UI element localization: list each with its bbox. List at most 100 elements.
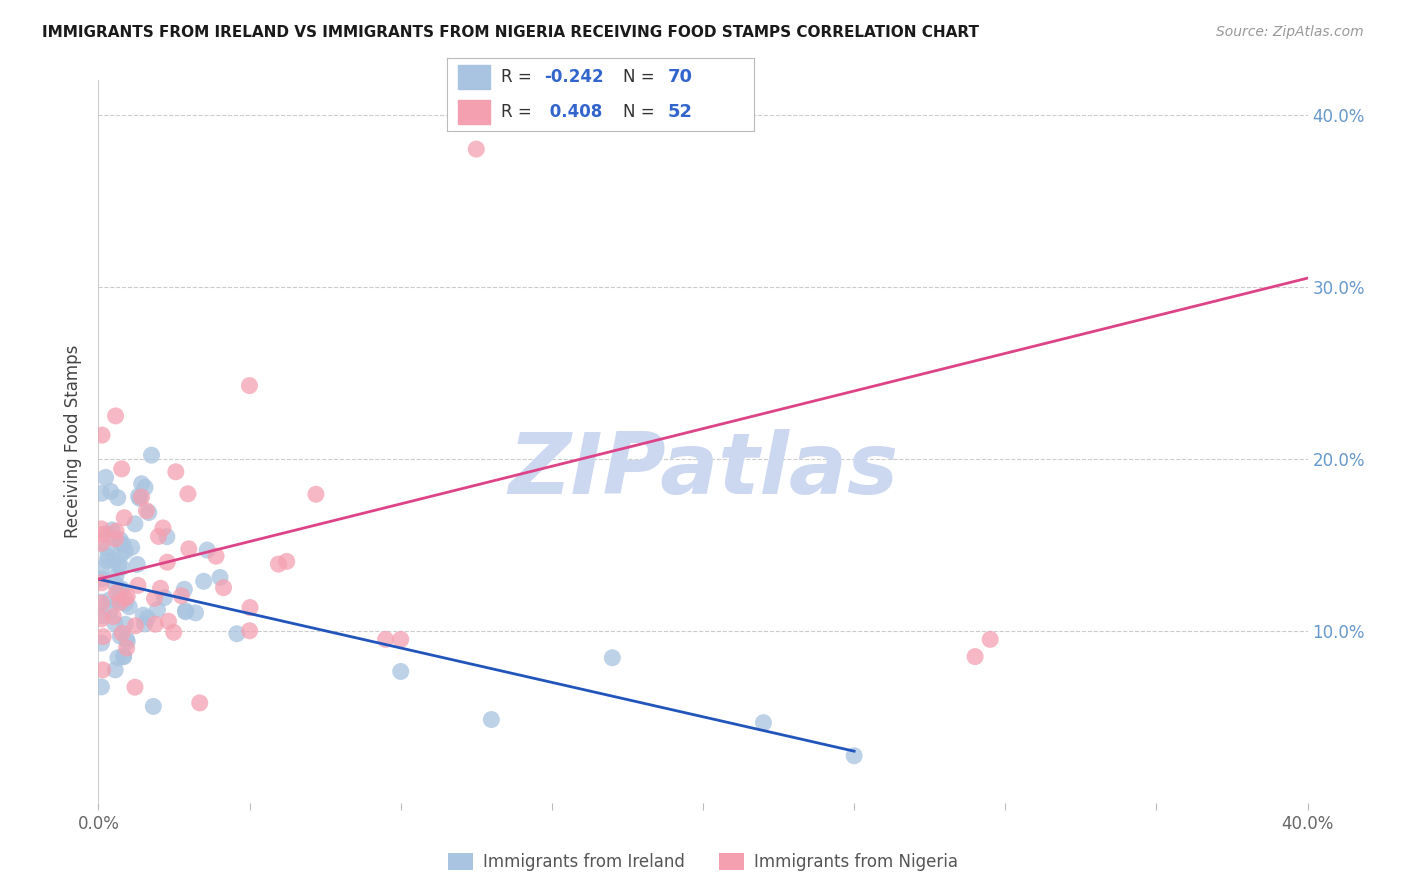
Point <box>90 522 112 536</box>
Point <box>114 591 136 606</box>
Point <box>143 617 166 632</box>
Point <box>115 632 138 647</box>
Point <box>188 696 211 710</box>
Point <box>118 599 141 614</box>
Point <box>163 625 186 640</box>
Point <box>128 491 150 506</box>
Point <box>90 596 112 610</box>
Point <box>108 595 131 609</box>
Point <box>239 600 262 615</box>
Point <box>90 536 112 550</box>
Point <box>177 541 200 556</box>
Point <box>117 590 139 604</box>
Point <box>389 632 412 647</box>
Point <box>225 626 247 640</box>
Point <box>173 582 195 597</box>
Point <box>121 541 143 555</box>
Point <box>142 699 165 714</box>
Point <box>276 554 298 568</box>
Point <box>131 490 153 504</box>
Point <box>143 591 166 606</box>
Point <box>110 548 132 562</box>
Point <box>97 549 120 564</box>
Point <box>90 562 112 576</box>
Text: N =: N = <box>623 103 661 120</box>
Point <box>305 487 328 501</box>
Point <box>107 651 129 665</box>
Point <box>104 663 127 677</box>
Point <box>111 626 134 640</box>
Point <box>90 680 112 694</box>
Point <box>114 617 136 632</box>
Point <box>146 602 169 616</box>
Text: R =: R = <box>501 103 537 120</box>
Point <box>114 596 136 610</box>
Point <box>124 516 146 531</box>
Point <box>134 480 156 494</box>
Text: ZIPatlas: ZIPatlas <box>508 429 898 512</box>
Point <box>132 608 155 623</box>
Point <box>136 611 159 625</box>
Point <box>149 582 172 596</box>
Point <box>110 537 132 551</box>
Point <box>117 634 139 648</box>
Point <box>93 608 115 623</box>
Point <box>98 592 121 607</box>
Point <box>96 541 118 555</box>
Point <box>131 476 153 491</box>
Point <box>238 378 260 392</box>
Point <box>157 614 180 628</box>
Point <box>752 715 775 730</box>
Point <box>481 713 503 727</box>
Text: Source: ZipAtlas.com: Source: ZipAtlas.com <box>1216 25 1364 39</box>
Point <box>111 537 134 551</box>
Text: 52: 52 <box>668 103 693 120</box>
Point <box>177 487 200 501</box>
Text: N =: N = <box>623 68 661 86</box>
Bar <box>458 100 491 124</box>
Point <box>107 491 129 505</box>
Bar <box>458 64 491 88</box>
Point <box>112 510 135 524</box>
Point <box>91 663 114 677</box>
Text: -0.242: -0.242 <box>544 68 603 86</box>
Point <box>114 544 136 558</box>
Point <box>112 649 135 664</box>
Point <box>153 591 176 605</box>
Point <box>96 554 118 568</box>
Point <box>124 619 146 633</box>
Point <box>138 506 160 520</box>
Point <box>170 589 193 603</box>
Point <box>156 555 179 569</box>
Point <box>111 582 134 596</box>
Point <box>111 462 134 476</box>
Text: 70: 70 <box>668 68 693 86</box>
Point <box>239 624 262 638</box>
Legend: Immigrants from Ireland, Immigrants from Nigeria: Immigrants from Ireland, Immigrants from… <box>441 846 965 878</box>
Point <box>374 632 396 647</box>
Point <box>98 603 121 617</box>
Point <box>208 570 231 584</box>
Point <box>108 582 131 597</box>
Point <box>115 640 138 655</box>
Point <box>174 605 197 619</box>
Point <box>104 616 127 631</box>
Point <box>104 532 127 546</box>
Point <box>107 558 129 573</box>
Point <box>112 648 135 663</box>
Point <box>205 549 228 564</box>
Point <box>90 486 112 500</box>
Point <box>110 560 132 574</box>
Point <box>104 576 127 591</box>
Point <box>97 527 120 541</box>
Point <box>141 448 163 462</box>
Point <box>135 504 157 518</box>
Y-axis label: Receiving Food Stamps: Receiving Food Stamps <box>65 345 83 538</box>
Point <box>134 616 156 631</box>
Point <box>91 630 114 644</box>
Point <box>90 612 112 626</box>
Point <box>165 465 187 479</box>
Point <box>128 489 150 503</box>
Point <box>105 585 128 599</box>
Point <box>94 470 117 484</box>
